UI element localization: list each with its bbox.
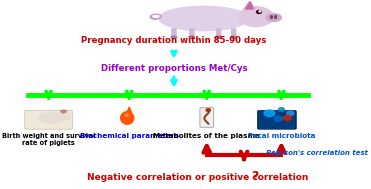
Circle shape [257, 10, 262, 13]
Ellipse shape [216, 36, 221, 38]
Text: Pregnancy duration within 85-90 days: Pregnancy duration within 85-90 days [81, 36, 267, 45]
Ellipse shape [171, 36, 177, 38]
Text: Biochemical parameters: Biochemical parameters [80, 133, 179, 139]
Text: Fecal microbiota: Fecal microbiota [247, 133, 315, 139]
Circle shape [283, 115, 291, 120]
Text: Birth weight and survival
rate of piglets: Birth weight and survival rate of piglet… [2, 133, 95, 146]
Ellipse shape [189, 36, 194, 38]
FancyBboxPatch shape [25, 110, 72, 129]
FancyArrow shape [172, 29, 176, 37]
Polygon shape [127, 107, 132, 113]
Circle shape [206, 109, 210, 111]
Text: ?: ? [252, 170, 259, 183]
Polygon shape [246, 3, 253, 9]
Ellipse shape [58, 112, 72, 120]
Text: Metabolites of the plasma: Metabolites of the plasma [153, 133, 260, 139]
Ellipse shape [125, 114, 128, 116]
FancyArrow shape [232, 29, 236, 37]
Circle shape [274, 116, 283, 122]
Ellipse shape [159, 6, 249, 31]
Ellipse shape [61, 110, 66, 113]
FancyArrow shape [190, 29, 194, 37]
Polygon shape [121, 112, 134, 124]
Polygon shape [244, 1, 255, 9]
Text: Negative correlation or positive correlation: Negative correlation or positive correla… [87, 173, 309, 182]
Ellipse shape [239, 7, 273, 26]
Circle shape [264, 110, 275, 117]
Ellipse shape [266, 14, 281, 21]
FancyBboxPatch shape [200, 108, 214, 127]
Circle shape [259, 11, 261, 12]
FancyBboxPatch shape [257, 110, 296, 129]
Text: Pearson's correlation test: Pearson's correlation test [266, 150, 368, 156]
FancyArrow shape [217, 29, 221, 37]
Circle shape [287, 111, 294, 115]
Text: Different proportions Met/Cys: Different proportions Met/Cys [101, 64, 247, 73]
FancyBboxPatch shape [259, 111, 295, 128]
Circle shape [278, 108, 284, 111]
Ellipse shape [38, 113, 65, 123]
Ellipse shape [231, 36, 236, 38]
